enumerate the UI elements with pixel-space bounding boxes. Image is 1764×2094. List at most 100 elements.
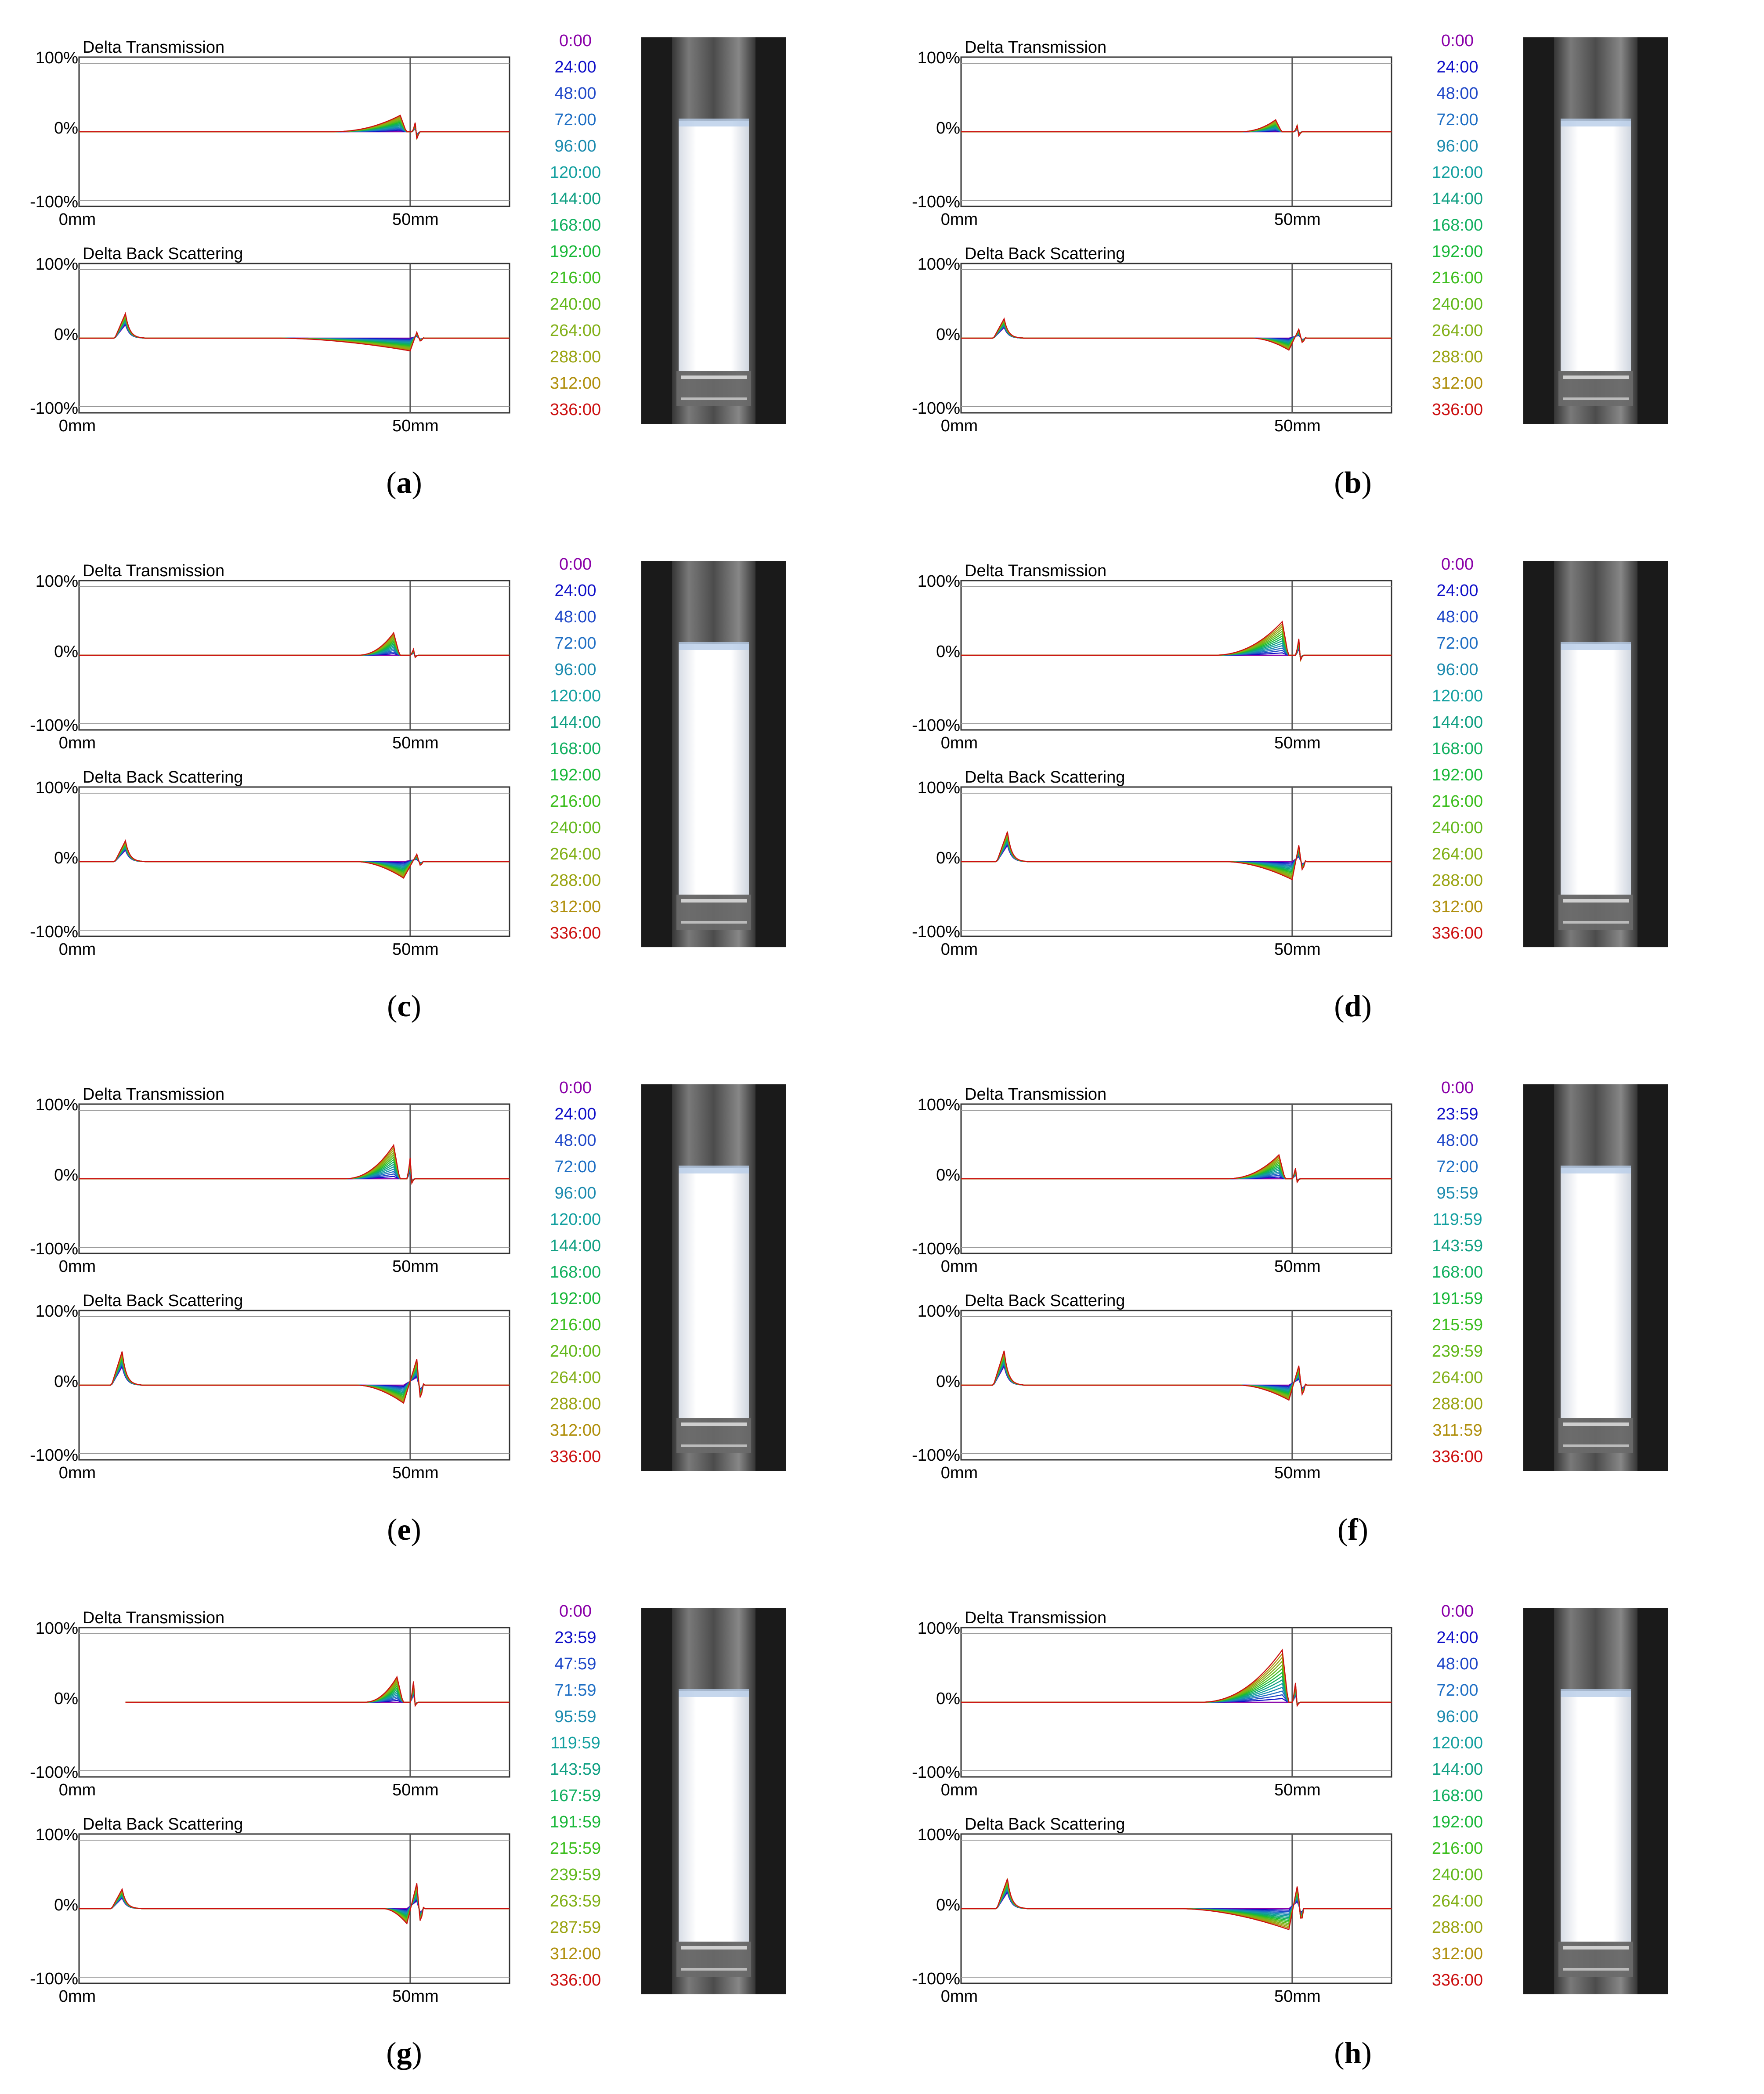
x-tick-0mm: 0mm	[941, 1464, 978, 1482]
series-line	[961, 1172, 1392, 1181]
legend-entry: 240:00	[1431, 295, 1483, 314]
legend-entry: 312:00	[549, 1945, 601, 1963]
panel-label: (g)	[386, 2036, 422, 2070]
legend-entry: 120:00	[1431, 163, 1483, 182]
legend-entry: 47:59	[554, 1655, 596, 1673]
series-line	[79, 1884, 510, 1924]
series-line	[79, 124, 510, 138]
delta-transmission-plot: Delta Transmission 100% 0% -100%0mm 50mm	[30, 1085, 510, 1276]
legend-entry: 263:59	[549, 1892, 601, 1910]
series-line	[79, 311, 510, 352]
legend-entry: 264:00	[1431, 1892, 1483, 1910]
legend-entry: 336:00	[1431, 1971, 1483, 1989]
series-line	[79, 1355, 510, 1397]
y-tick-minus-100: -100%	[30, 716, 78, 735]
backscattering-title: Delta Back Scattering	[83, 1815, 243, 1834]
series-line	[79, 1363, 510, 1391]
series-line	[79, 315, 510, 348]
y-tick-0: 0%	[936, 1896, 960, 1914]
y-tick-0: 0%	[936, 119, 960, 137]
panel-a: Delta Transmission 100% 0% -100% 0mm 50mm Delt…	[0, 0, 882, 524]
delta-transmission-plot: Delta Transmission 100% 0% -100%0mm 50mm	[30, 1609, 510, 1799]
series-line	[79, 1895, 510, 1915]
x-tick-0mm: 0mm	[59, 734, 96, 752]
series-line	[961, 1884, 1392, 1920]
y-tick-100: 100%	[36, 1826, 78, 1844]
series-line	[961, 830, 1392, 879]
series-line	[79, 841, 510, 877]
y-tick-0: 0%	[54, 849, 78, 867]
y-tick-100: 100%	[918, 572, 960, 591]
series-line	[961, 126, 1392, 135]
series-line	[961, 834, 1392, 875]
legend-entry: 95:59	[554, 1708, 596, 1726]
y-tick-0: 0%	[936, 1166, 960, 1184]
legend-entry: 168:00	[1431, 1263, 1483, 1282]
x-tick-0mm: 0mm	[59, 210, 96, 229]
series-line	[961, 127, 1392, 135]
series-line	[79, 313, 510, 350]
sample-vial-photo	[641, 1084, 786, 1471]
series-line	[961, 1359, 1392, 1391]
y-tick-0: 0%	[54, 1166, 78, 1184]
panel-label: (f)	[1337, 1513, 1368, 1547]
x-tick-50mm: 50mm	[1274, 210, 1321, 229]
series-line	[961, 121, 1392, 137]
series-line	[79, 633, 510, 658]
series-line	[961, 1353, 1392, 1397]
series-line	[79, 317, 510, 346]
x-tick-0mm: 0mm	[941, 417, 978, 435]
y-tick-100: 100%	[36, 1619, 78, 1638]
series-line	[961, 1652, 1392, 1708]
y-tick-100: 100%	[918, 1826, 960, 1844]
sample-vial-photo	[641, 37, 786, 424]
y-tick-100: 100%	[918, 1619, 960, 1638]
series-line	[961, 317, 1392, 351]
series-line	[961, 836, 1392, 873]
transmission-title: Delta Transmission	[83, 38, 224, 57]
y-tick-minus-100: -100%	[912, 923, 960, 941]
series-line	[79, 116, 510, 139]
legend-entry: 264:00	[549, 1368, 601, 1387]
y-tick-minus-100: -100%	[912, 1970, 960, 1988]
x-tick-50mm: 50mm	[392, 1987, 439, 2006]
series-line	[79, 840, 510, 878]
y-tick-minus-100: -100%	[30, 1763, 78, 1782]
series-line	[79, 849, 510, 863]
legend-entry: 144:00	[549, 1237, 601, 1255]
y-tick-100: 100%	[918, 1302, 960, 1321]
legend-entry: 72:00	[1436, 1158, 1478, 1176]
series-line	[961, 1686, 1392, 1705]
legend-entry: 24:00	[1436, 581, 1478, 600]
panel-letter: h	[1344, 2036, 1362, 2070]
x-tick-0mm: 0mm	[59, 940, 96, 959]
series-line	[79, 1154, 510, 1184]
series-line	[79, 1887, 510, 1921]
legend-entry: 191:59	[549, 1813, 601, 1831]
panel-letter: f	[1348, 1513, 1358, 1547]
backscattering-title: Delta Back Scattering	[965, 245, 1125, 263]
series-line	[79, 1361, 510, 1392]
series-line	[961, 1355, 1392, 1394]
series-line	[961, 1675, 1392, 1706]
backscattering-title: Delta Back Scattering	[965, 1815, 1125, 1834]
series-line	[961, 323, 1392, 343]
series-line	[79, 314, 510, 349]
legend-entry: 120:00	[549, 163, 601, 182]
legend-entry: 120:00	[1431, 687, 1483, 705]
delta-backscattering-plot: Delta Back Scattering 100% 0% -100%0mm 50mm	[30, 768, 510, 959]
transmission-title: Delta Transmission	[965, 1085, 1106, 1104]
series-line	[961, 1682, 1392, 1706]
series-line	[79, 839, 510, 879]
series-line	[961, 126, 1392, 136]
transmission-title: Delta Transmission	[83, 1609, 224, 1627]
legend-entry: 240:00	[549, 295, 601, 314]
delta-transmission-plot: Delta Transmission 100% 0% -100%0mm 50mm	[912, 562, 1392, 752]
series-line	[961, 646, 1392, 659]
panel-letter: a	[396, 466, 412, 500]
legend-entry: 48:00	[554, 1131, 596, 1150]
series-line	[961, 837, 1392, 871]
